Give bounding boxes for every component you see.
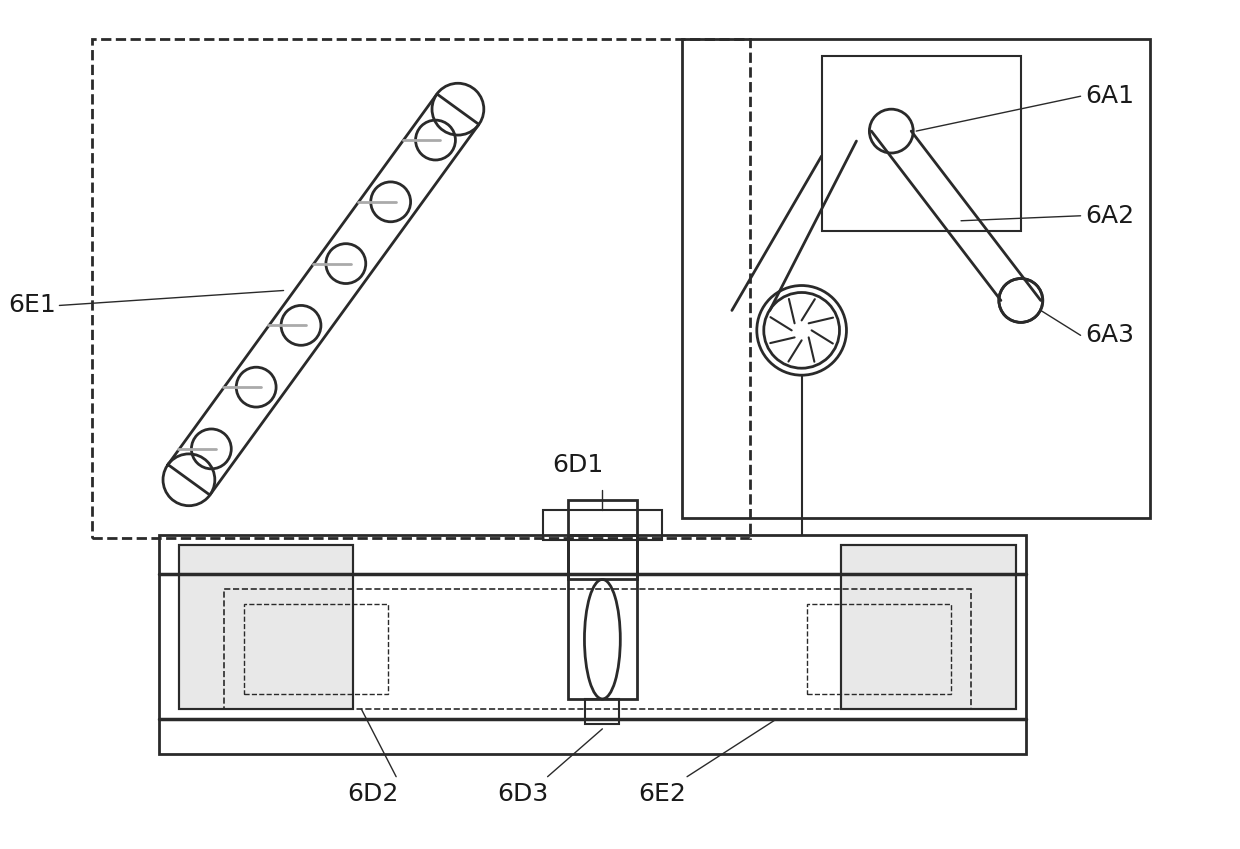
Text: 6A2: 6A2: [1085, 204, 1135, 228]
Bar: [568, 500, 637, 579]
Bar: [822, 56, 1021, 231]
Text: 6A3: 6A3: [1085, 323, 1135, 347]
Bar: [842, 544, 1016, 709]
Text: 6A1: 6A1: [1085, 84, 1135, 108]
Bar: [159, 535, 1025, 754]
Text: 6D1: 6D1: [552, 453, 603, 477]
Bar: [568, 535, 637, 699]
Bar: [244, 604, 388, 694]
Bar: [842, 544, 1016, 709]
Bar: [223, 589, 971, 709]
Text: 6D2: 6D2: [347, 782, 399, 806]
Bar: [179, 544, 353, 709]
Bar: [543, 509, 662, 540]
Bar: [806, 604, 951, 694]
Text: 6E2: 6E2: [639, 782, 686, 806]
Bar: [682, 39, 1151, 518]
Text: 6D3: 6D3: [497, 782, 548, 806]
Bar: [585, 699, 619, 724]
Text: 6E1: 6E1: [9, 294, 56, 318]
Bar: [179, 544, 353, 709]
Bar: [92, 39, 750, 537]
